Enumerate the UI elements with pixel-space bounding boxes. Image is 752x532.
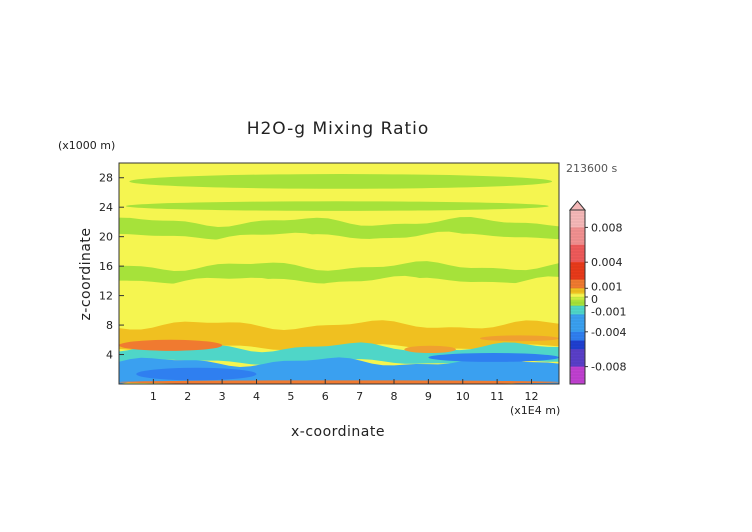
heatmap-feature — [119, 380, 559, 384]
colorbar-swatch — [570, 297, 585, 301]
colorbar-extend-arrow — [568, 200, 587, 211]
heatmap-feature — [428, 353, 559, 362]
heatmap-feature — [119, 339, 223, 351]
x-tick-label: 10 — [456, 390, 470, 403]
y-unit-label: (x1000 m) — [58, 139, 115, 152]
x-tick-label: 9 — [425, 390, 432, 403]
heatmap-layer — [119, 261, 559, 284]
y-tick-label: 8 — [106, 319, 113, 332]
y-tick-label: 16 — [99, 260, 113, 273]
time-label: 213600 s — [566, 162, 617, 175]
y-tick-label: 4 — [106, 349, 113, 362]
x-tick-label: 12 — [525, 390, 539, 403]
colorbar-swatch — [570, 288, 585, 295]
colorbar-swatch — [570, 300, 585, 307]
colorbar-tick-label: 0.004 — [591, 256, 623, 269]
y-tick-label: 24 — [99, 201, 113, 214]
x-tick-label: 5 — [287, 390, 294, 403]
heatmap-layer — [119, 231, 559, 270]
colorbar-swatch — [570, 262, 585, 281]
colorbar-swatch — [570, 244, 585, 263]
colorbar-swatch — [570, 227, 585, 246]
colorbar-tick-label: -0.008 — [591, 361, 626, 374]
colorbar-swatch — [570, 340, 585, 350]
heatmap-feature — [479, 335, 559, 342]
colorbar-swatch — [570, 366, 585, 385]
x-unit-label: (x1E4 m) — [510, 404, 560, 417]
x-tick-label: 7 — [356, 390, 363, 403]
heatmap-layer — [119, 320, 559, 351]
colorbar-tick-label: -0.004 — [591, 326, 626, 339]
x-tick-label: 3 — [219, 390, 226, 403]
x-tick-label: 4 — [253, 390, 260, 403]
x-tick-label: 11 — [490, 390, 504, 403]
colorbar-swatch — [570, 279, 585, 289]
x-axis-title: x-coordinate — [291, 424, 385, 440]
heatmap-feature — [136, 367, 257, 381]
colorbar-swatch — [570, 305, 585, 315]
x-tick-label: 2 — [184, 390, 191, 403]
x-axis: 1 2 3 4 5 6 7 8 9 10 11 12 — [150, 379, 539, 403]
y-tick-label: 28 — [99, 172, 113, 185]
heatmap-feature — [125, 201, 549, 211]
plot-frame — [118, 162, 560, 385]
colorbar-swatch — [570, 314, 585, 333]
x-tick-label: 8 — [391, 390, 398, 403]
colorbar-tick-label: 0.001 — [591, 280, 623, 293]
y-tick-label: 12 — [99, 290, 113, 303]
colorbar-tick-label: 0.008 — [591, 221, 623, 234]
y-tick-label: 20 — [99, 231, 113, 244]
heatmap-layer — [119, 275, 559, 328]
y-axis-title: z-coordinate — [78, 227, 94, 320]
x-tick-label: 6 — [322, 390, 329, 403]
colorbar-swatch — [570, 331, 585, 341]
colorbar-swatch — [570, 210, 585, 228]
y-axis: 4 8 12 16 20 24 28 — [99, 172, 124, 362]
plot-area — [119, 163, 559, 384]
colorbar-tick-label: -0.001 — [591, 306, 626, 319]
x-tick-label: 1 — [150, 390, 157, 403]
heatmap-feature — [129, 174, 553, 189]
chart-title: H2O-g Mixing Ratio — [247, 119, 430, 139]
colorbar-swatch — [570, 293, 585, 298]
heatmap-feature — [404, 345, 456, 354]
heatmap-layer — [119, 163, 559, 225]
colorbar-tick-label: 0 — [591, 293, 598, 306]
colorbar-swatch — [570, 349, 585, 368]
